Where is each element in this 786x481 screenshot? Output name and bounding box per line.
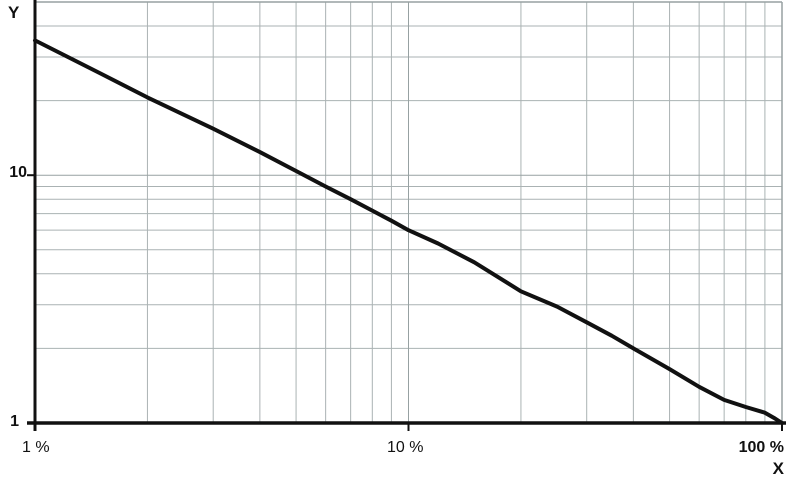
y-tick-label-1: 1 [10,413,19,430]
series-curve [33,38,784,425]
gridlines [35,1,783,423]
x-tick-label-1pct: 1 % [22,439,50,456]
y-axis-title: Y [8,3,20,22]
y-tick-label-10: 10 [9,164,27,181]
data-curve [33,38,784,425]
x-axis-title: X [772,459,784,478]
x-tick-label-10pct: 10 % [387,439,424,456]
x-tick-label-100pct: 100 % [738,439,784,456]
axes [27,0,786,431]
